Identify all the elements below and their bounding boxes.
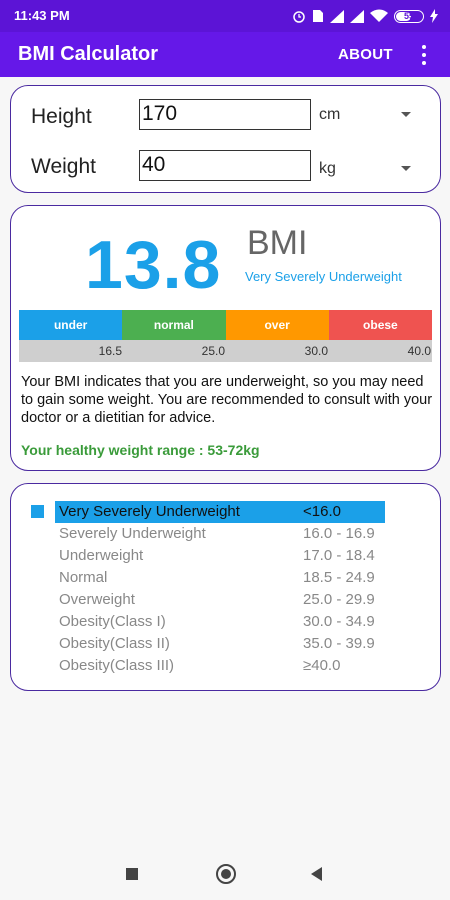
input-card: Height 170 cm Weight 40 kg: [10, 85, 441, 193]
row-range: 17.0 - 18.4: [303, 547, 375, 564]
row-category: Very Severely Underweight: [59, 503, 240, 520]
alarm-icon: [293, 11, 305, 23]
height-unit-select[interactable]: cm: [319, 106, 341, 123]
sim-icon: [313, 10, 323, 22]
navigation-bar: [0, 846, 450, 900]
chevron-down-icon[interactable]: [401, 112, 411, 117]
table-row: Normal 18.5 - 24.9: [55, 567, 385, 589]
status-icons: 55: [292, 7, 438, 25]
height-label: Height: [31, 105, 92, 128]
table-row: Obesity(Class I) 30.0 - 34.9: [55, 611, 385, 633]
bmi-label: BMI: [247, 224, 308, 262]
scale-tick: 25.0: [201, 344, 225, 358]
row-category: Obesity(Class III): [59, 657, 175, 674]
row-range: ≥40.0: [303, 657, 341, 674]
table-row: Overweight 25.0 - 29.9: [55, 589, 385, 611]
about-button[interactable]: ABOUT: [338, 46, 393, 63]
app-title: BMI Calculator: [18, 43, 159, 65]
row-range: 35.0 - 39.9: [303, 635, 375, 652]
table-row: Underweight 17.0 - 18.4: [55, 545, 385, 567]
weight-unit-select[interactable]: kg: [319, 160, 336, 177]
table-row: Obesity(Class II) 35.0 - 39.9: [55, 633, 385, 655]
signal-icon: [350, 9, 364, 23]
bmi-scale: under normal over obese: [19, 310, 432, 340]
row-category: Obesity(Class I): [59, 613, 166, 630]
status-bar: 11:43 PM 55: [0, 0, 450, 32]
signal-icon: [330, 9, 344, 23]
bmi-table-card: Very Severely Underweight <16.0 Severely…: [10, 483, 441, 691]
row-range: <16.0: [303, 503, 341, 520]
bmi-category: Very Severely Underweight: [245, 269, 402, 284]
battery-level: 55: [403, 10, 414, 21]
row-category: Obesity(Class II): [59, 635, 170, 652]
healthy-weight-range: Your healthy weight range : 53-72kg: [21, 442, 260, 458]
status-time: 11:43 PM: [14, 8, 70, 23]
row-range: 18.5 - 24.9: [303, 569, 375, 586]
row-range: 16.0 - 16.9: [303, 525, 375, 542]
scale-segment-normal: normal: [122, 310, 226, 340]
scale-tick: 30.0: [304, 344, 328, 358]
charging-icon: [430, 9, 438, 23]
table-row: Obesity(Class III) ≥40.0: [55, 655, 385, 677]
row-category: Underweight: [59, 547, 144, 564]
scale-segment-obese: obese: [328, 310, 432, 340]
row-category: Normal: [59, 569, 108, 586]
table-row: Very Severely Underweight <16.0: [55, 501, 385, 523]
chevron-down-icon[interactable]: [401, 166, 411, 171]
row-category: Severely Underweight: [59, 525, 206, 542]
back-button[interactable]: [311, 867, 322, 881]
wifi-icon: [370, 9, 388, 22]
battery-icon: 55: [394, 9, 424, 23]
home-button[interactable]: [216, 864, 236, 884]
table-row: Severely Underweight 16.0 - 16.9: [55, 523, 385, 545]
bmi-description: Your BMI indicates that you are underwei…: [21, 374, 433, 426]
row-range: 25.0 - 29.9: [303, 591, 375, 608]
scale-segment-over: over: [225, 310, 329, 340]
row-category: Overweight: [59, 591, 135, 608]
weight-label: Weight: [31, 155, 96, 178]
selected-marker-icon: [31, 505, 44, 518]
scale-segment-under: under: [19, 310, 123, 340]
result-card: 13.8 BMI Very Severely Underweight under…: [10, 205, 441, 471]
bmi-value: 13.8: [85, 227, 222, 303]
scale-tick: 40.0: [407, 344, 431, 358]
scale-ticks: 16.5 25.0 30.0 40.0: [19, 340, 432, 362]
row-range: 30.0 - 34.9: [303, 613, 375, 630]
recents-button[interactable]: [126, 868, 138, 880]
weight-input[interactable]: 40: [139, 150, 311, 181]
height-input[interactable]: 170: [139, 99, 311, 130]
scale-tick: 16.5: [98, 344, 122, 358]
app-bar: BMI Calculator ABOUT: [0, 32, 450, 77]
more-vert-icon[interactable]: [414, 44, 434, 66]
